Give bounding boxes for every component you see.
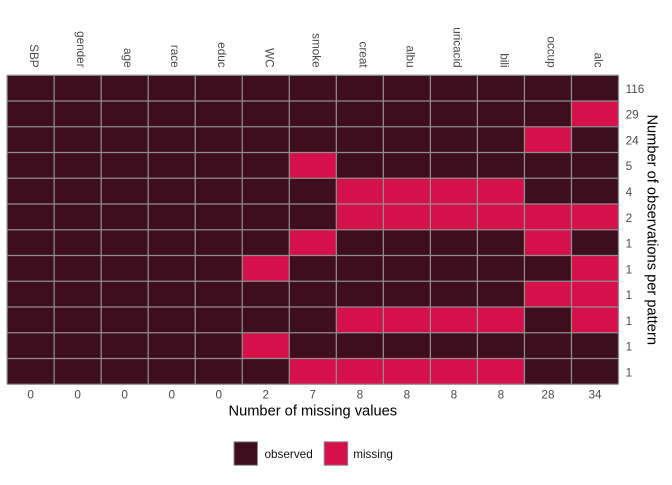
svg-text:1: 1 (626, 263, 633, 276)
svg-text:WC: WC (262, 48, 275, 68)
svg-text:1: 1 (626, 315, 633, 328)
svg-text:SBP: SBP (27, 44, 40, 68)
svg-text:1: 1 (626, 289, 633, 302)
svg-text:0: 0 (168, 389, 175, 402)
svg-text:2: 2 (263, 389, 270, 402)
svg-text:uricacid: uricacid (450, 27, 463, 67)
svg-text:educ: educ (215, 42, 228, 68)
svg-text:1: 1 (626, 366, 633, 379)
svg-text:34: 34 (588, 389, 602, 402)
svg-text:creat: creat (356, 42, 369, 69)
svg-text:0: 0 (27, 389, 34, 402)
svg-text:race: race (168, 45, 181, 68)
svg-text:1: 1 (626, 238, 633, 251)
svg-text:missing: missing (353, 448, 393, 461)
svg-text:7: 7 (310, 389, 317, 402)
svg-text:29: 29 (626, 109, 639, 122)
svg-text:occup: occup (544, 36, 557, 68)
svg-text:observed: observed (265, 448, 313, 461)
svg-text:age: age (121, 48, 134, 68)
svg-text:24: 24 (626, 134, 640, 147)
svg-text:Number of missing values: Number of missing values (228, 403, 397, 419)
svg-text:116: 116 (626, 83, 645, 96)
svg-text:1: 1 (626, 341, 633, 354)
svg-text:gender: gender (74, 31, 87, 68)
svg-text:alc: alc (591, 53, 604, 68)
svg-text:albu: albu (403, 45, 416, 67)
svg-text:0: 0 (215, 389, 222, 402)
svg-text:2: 2 (626, 212, 633, 225)
svg-text:8: 8 (498, 389, 505, 402)
svg-text:8: 8 (404, 389, 411, 402)
svg-text:smoke: smoke (309, 33, 322, 68)
svg-text:0: 0 (121, 389, 128, 402)
svg-text:Number of observations per pat: Number of observations per pattern (644, 114, 660, 345)
svg-text:8: 8 (357, 389, 364, 402)
svg-text:5: 5 (626, 160, 633, 173)
svg-text:4: 4 (626, 186, 633, 199)
svg-text:28: 28 (541, 389, 555, 402)
svg-text:bili: bili (497, 53, 510, 67)
svg-text:8: 8 (451, 389, 458, 402)
svg-text:0: 0 (74, 389, 81, 402)
